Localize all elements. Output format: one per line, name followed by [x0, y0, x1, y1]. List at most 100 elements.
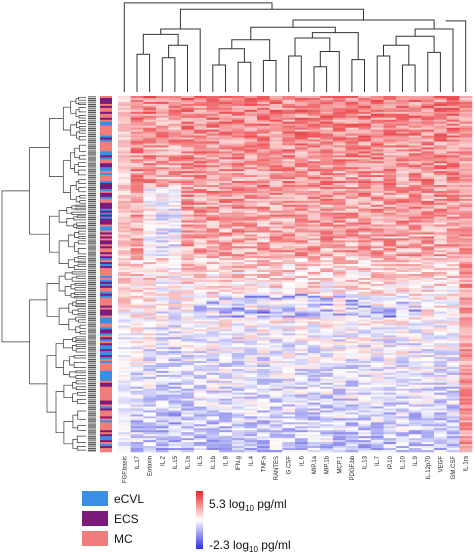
dendrogram-branch	[58, 210, 67, 223]
heatmap-cell	[206, 388, 220, 391]
heatmap-cell	[155, 254, 169, 257]
heatmap-cell	[383, 105, 397, 109]
heatmap-cell	[459, 357, 473, 360]
heatmap-cell	[383, 274, 397, 277]
heatmap-cell	[345, 331, 359, 334]
heatmap-cell	[383, 96, 397, 99]
heatmap-cell	[206, 386, 220, 390]
heatmap-cell	[130, 198, 144, 202]
heatmap-cell	[130, 119, 144, 123]
heatmap-cell	[332, 372, 346, 376]
heatmap-cell	[370, 400, 384, 403]
heatmap-cell	[231, 214, 245, 217]
heatmap-cell	[421, 121, 435, 124]
heatmap-cell	[168, 368, 182, 372]
heatmap-cell	[193, 281, 207, 285]
heatmap-cell	[206, 266, 220, 269]
heatmap-cell	[181, 303, 195, 306]
heatmap-cell	[231, 313, 245, 316]
heatmap-cell	[408, 368, 422, 372]
heatmap-cell	[206, 305, 220, 308]
heatmap-cell	[358, 317, 372, 320]
heatmap-cell	[421, 246, 435, 249]
heatmap-cell	[396, 246, 410, 249]
heatmap-cell	[358, 145, 372, 148]
heatmap-cell	[193, 311, 207, 314]
heatmap-cell	[282, 105, 296, 109]
heatmap-cell	[434, 258, 448, 261]
dendrogram-branch	[262, 60, 277, 92]
heatmap-cell	[421, 179, 435, 182]
heatmap-cell	[231, 264, 245, 267]
heatmap-cell	[307, 335, 321, 338]
heatmap-cell	[332, 347, 346, 350]
heatmap-cell	[295, 202, 308, 206]
heatmap-cell	[155, 238, 169, 241]
heatmap-cell	[130, 169, 144, 172]
heatmap-cell	[282, 210, 296, 213]
heatmap-cell	[168, 206, 182, 210]
heatmap-cell	[332, 402, 346, 405]
heatmap-cell	[130, 313, 144, 316]
heatmap-cell	[269, 115, 283, 119]
heatmap-cell	[358, 275, 372, 279]
heatmap-cell	[193, 206, 207, 210]
heatmap-cell	[320, 192, 334, 196]
heatmap-cell	[282, 167, 296, 170]
heatmap-cell	[332, 279, 346, 283]
heatmap-cell	[358, 200, 372, 204]
heatmap-cell	[370, 161, 384, 164]
heatmap-cell	[155, 99, 169, 103]
heatmap-cell	[118, 161, 131, 164]
heatmap-cell	[345, 129, 359, 132]
heatmap-cell	[193, 165, 207, 168]
heatmap-cell	[307, 192, 321, 196]
heatmap-cell	[434, 127, 448, 130]
heatmap-cell	[421, 321, 435, 324]
heatmap-cell	[231, 236, 245, 239]
heatmap-cell	[320, 133, 334, 136]
heatmap-cell	[155, 105, 169, 109]
heatmap-cell	[118, 97, 131, 101]
heatmap-cell	[269, 386, 283, 390]
heatmap-cell	[168, 103, 182, 107]
heatmap-cell	[168, 325, 182, 328]
heatmap-cell	[143, 313, 157, 316]
heatmap-cell	[434, 181, 448, 184]
dendrogram-branch	[77, 162, 81, 167]
heatmap-cell	[206, 200, 220, 204]
heatmap-cell	[219, 341, 233, 344]
heatmap-cell	[257, 355, 271, 358]
heatmap-cell	[168, 121, 182, 124]
heatmap-cell	[269, 252, 283, 255]
heatmap-cell	[193, 226, 207, 229]
heatmap-cell	[155, 256, 169, 259]
row-tick	[88, 226, 96, 228]
heatmap-cell	[168, 171, 182, 174]
heatmap-cell	[219, 228, 233, 231]
heatmap-cell	[345, 315, 359, 318]
heatmap-cell	[358, 212, 372, 215]
heatmap-cell	[206, 327, 220, 330]
heatmap-cell	[143, 137, 157, 140]
heatmap-cell	[282, 329, 296, 332]
row-tick	[88, 297, 96, 300]
heatmap-cell	[143, 268, 157, 271]
heatmap-cell	[206, 202, 220, 206]
heatmap-cell	[358, 208, 372, 212]
heatmap-cell	[332, 141, 346, 144]
heatmap-cell	[358, 99, 372, 103]
heatmap-cell	[219, 325, 233, 328]
heatmap-cell	[459, 173, 473, 176]
row-tick	[88, 135, 96, 137]
heatmap-cell	[332, 364, 346, 368]
heatmap-cell	[295, 319, 308, 322]
heatmap-cell	[459, 181, 473, 184]
heatmap-cell	[459, 123, 473, 126]
group-strip-cell	[100, 398, 112, 401]
heatmap-cell	[358, 323, 372, 326]
heatmap-cell	[244, 236, 258, 239]
heatmap-cell	[320, 175, 334, 178]
heatmap-cell	[358, 254, 372, 257]
heatmap-cell	[320, 266, 334, 269]
